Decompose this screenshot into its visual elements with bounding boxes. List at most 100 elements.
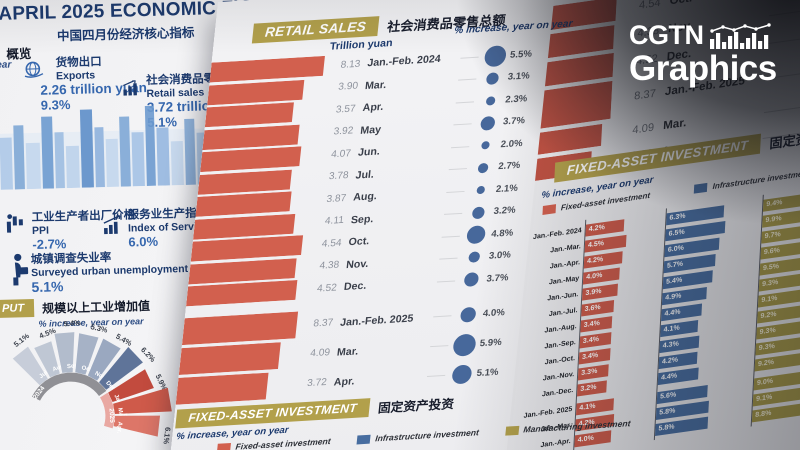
retail-value: 3.87 bbox=[325, 192, 347, 205]
leader-line bbox=[763, 100, 800, 113]
retail-value: 4.54 bbox=[321, 237, 343, 250]
retail-month: Sep. bbox=[350, 212, 374, 227]
bubble-wrap bbox=[482, 44, 508, 68]
logo-cgtn-text: CGTN bbox=[629, 20, 704, 50]
retail-stat-icon bbox=[122, 79, 143, 102]
retail-pct: 2.1% bbox=[495, 182, 519, 195]
bar-chart-icon bbox=[123, 79, 137, 96]
pct-bubble bbox=[485, 95, 496, 106]
pct-bubble bbox=[477, 162, 489, 174]
leader-line bbox=[439, 257, 458, 260]
leader-line bbox=[460, 56, 479, 59]
leader-line bbox=[446, 190, 465, 193]
pct-bubble bbox=[481, 141, 490, 150]
retail-pct: 2.7% bbox=[497, 160, 521, 173]
retail-pct: 3.7% bbox=[485, 272, 510, 285]
retail-value: 4.38 bbox=[318, 259, 340, 272]
page-subtitle-zh: 中国四月份经济核心指标 bbox=[56, 25, 195, 44]
retail-sales-panel: RETAIL SALES 社会消费品零售总额 Trillion yuan % i… bbox=[168, 0, 631, 450]
pct-bubble bbox=[459, 306, 477, 323]
retail-value: 8.13 bbox=[340, 58, 361, 71]
retail-value: 3.92 bbox=[332, 125, 354, 138]
leader-line bbox=[769, 3, 800, 16]
retail-tail-value: 4.09 bbox=[632, 121, 655, 137]
retail-value: 3.90 bbox=[337, 80, 359, 93]
leader-line bbox=[458, 78, 477, 81]
pct-bubble bbox=[476, 186, 486, 195]
legend-swatch bbox=[216, 442, 232, 450]
retail-pct: 3.1% bbox=[507, 70, 531, 83]
retail-value: 4.52 bbox=[316, 282, 338, 295]
pct-bubble bbox=[483, 44, 507, 68]
person-icon bbox=[13, 253, 29, 286]
leader-line bbox=[453, 123, 472, 126]
pct-bubble bbox=[450, 364, 473, 385]
legend-swatch bbox=[356, 434, 371, 444]
retail-month: Jun. bbox=[357, 145, 381, 160]
bubble-wrap bbox=[470, 162, 495, 174]
leader-line bbox=[426, 374, 446, 378]
retail-pct: 3.7% bbox=[502, 115, 526, 128]
fai-bar-fixed: 3.2% bbox=[577, 380, 607, 397]
fai-bar-fixed: 3.4% bbox=[580, 316, 612, 333]
leader-line bbox=[455, 101, 475, 104]
retail-value: 4.09 bbox=[309, 347, 331, 360]
retail-pct: 2.0% bbox=[500, 137, 524, 151]
globe-icon bbox=[24, 61, 44, 78]
bubble-wrap bbox=[475, 115, 501, 131]
bubble-wrap bbox=[461, 251, 486, 264]
retail-bar bbox=[175, 372, 269, 405]
exports-text: 货物出口 Exports bbox=[55, 53, 102, 82]
retail-value: 3.72 bbox=[306, 376, 328, 390]
service-index-icon bbox=[103, 215, 121, 235]
fai-bar-fixed: 3.3% bbox=[577, 364, 609, 381]
industrial-output-tag-fragment: PUT bbox=[0, 299, 35, 319]
retail-month: Dec. bbox=[343, 280, 367, 294]
fan-pct-label: 5.3% bbox=[90, 322, 109, 335]
bubble-wrap bbox=[480, 72, 506, 85]
bubble-wrap bbox=[448, 364, 474, 385]
retail-month: Nov. bbox=[345, 257, 370, 271]
retail-month: Oct. bbox=[347, 235, 370, 249]
fan-pct-label: 5.4% bbox=[114, 332, 134, 348]
bubble-wrap bbox=[468, 186, 493, 195]
logo-graphics-text: Graphics bbox=[629, 49, 777, 88]
pct-bubble bbox=[480, 115, 496, 131]
retail-bar bbox=[178, 342, 281, 375]
industrial-output-zh: 规模以上工业增加值 bbox=[41, 298, 151, 316]
bubble-wrap bbox=[478, 95, 503, 106]
leader-line bbox=[448, 168, 467, 171]
retail-rows: 8.13 Jan.-Feb. 2024 5.5% 3.90 Mar. 3.1% 3.57 Ap… bbox=[175, 42, 546, 406]
fai-bar-fixed: 3.6% bbox=[581, 299, 615, 317]
retail-month: Mar. bbox=[336, 344, 359, 359]
retail-pct: 5.5% bbox=[509, 48, 533, 61]
fixed-asset-title-zh-mid: 固定资产投资 bbox=[377, 397, 455, 416]
fan-pct-label: 5.1% bbox=[12, 331, 31, 349]
leader-line bbox=[430, 345, 449, 348]
legend-swatch bbox=[542, 204, 557, 215]
exports-zh: 货物出口 bbox=[55, 56, 102, 70]
ppi-icon-wrap bbox=[6, 211, 29, 239]
retail-value: 8.37 bbox=[312, 317, 334, 330]
year-label-fragment: year bbox=[0, 59, 12, 72]
bubble-wrap bbox=[458, 272, 484, 288]
leader-line bbox=[433, 315, 452, 318]
cgtn-graphics-logo: CGTN Graphics bbox=[629, 20, 777, 88]
leader-line bbox=[441, 235, 460, 238]
fan-pct-label: 4.5% bbox=[38, 326, 58, 341]
pct-bubble bbox=[452, 333, 477, 357]
retail-value: 4.11 bbox=[324, 215, 345, 228]
bubble-wrap bbox=[455, 306, 481, 323]
fai-bar-fixed: 3.4% bbox=[579, 332, 612, 349]
retail-pct: 5.9% bbox=[479, 336, 503, 350]
pct-bubble bbox=[485, 72, 500, 85]
fan-pct-label: 5.4% bbox=[63, 318, 81, 328]
retail-pct: 4.0% bbox=[482, 307, 506, 320]
leader-line bbox=[451, 145, 470, 149]
unemployment-pct: 5.1% bbox=[31, 278, 64, 296]
leader-line bbox=[443, 213, 463, 216]
bubble-wrap bbox=[463, 225, 489, 245]
retail-month: May bbox=[359, 123, 382, 137]
pct-bubble bbox=[467, 251, 480, 264]
